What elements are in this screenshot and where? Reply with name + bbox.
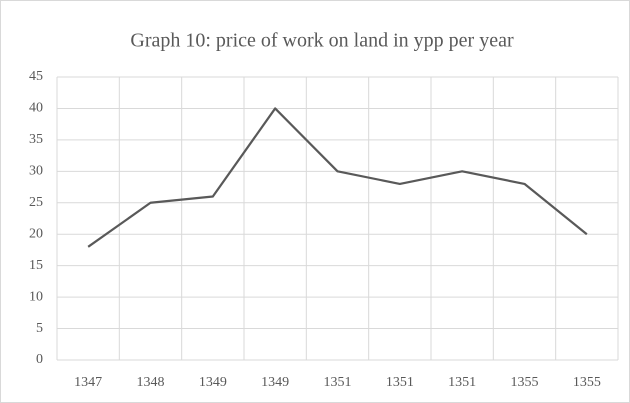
x-tick-label: 1348 bbox=[137, 375, 165, 390]
y-tick-label: 15 bbox=[29, 258, 43, 273]
y-tick-label: 40 bbox=[29, 101, 43, 116]
y-tick-label: 30 bbox=[29, 164, 43, 179]
y-tick-label: 0 bbox=[36, 352, 43, 367]
x-tick-label: 1347 bbox=[74, 375, 102, 390]
y-tick-label: 10 bbox=[29, 289, 43, 304]
x-tick-label: 1349 bbox=[199, 375, 227, 390]
x-tick-label: 1349 bbox=[261, 375, 289, 390]
data-line bbox=[87, 107, 588, 248]
y-tick-label: 5 bbox=[36, 321, 43, 336]
x-tick-label: 1351 bbox=[386, 375, 414, 390]
x-tick-label: 1355 bbox=[511, 375, 539, 390]
y-tick-label: 25 bbox=[29, 195, 43, 210]
y-tick-label: 35 bbox=[29, 132, 43, 147]
y-tick-label: 45 bbox=[29, 69, 43, 84]
x-tick-label: 1351 bbox=[448, 375, 476, 390]
x-tick-label: 1355 bbox=[573, 375, 601, 390]
chart-title: Graph 10: price of work on land in ypp p… bbox=[130, 30, 514, 52]
y-tick-label: 20 bbox=[29, 226, 43, 241]
x-tick-label: 1351 bbox=[324, 375, 352, 390]
